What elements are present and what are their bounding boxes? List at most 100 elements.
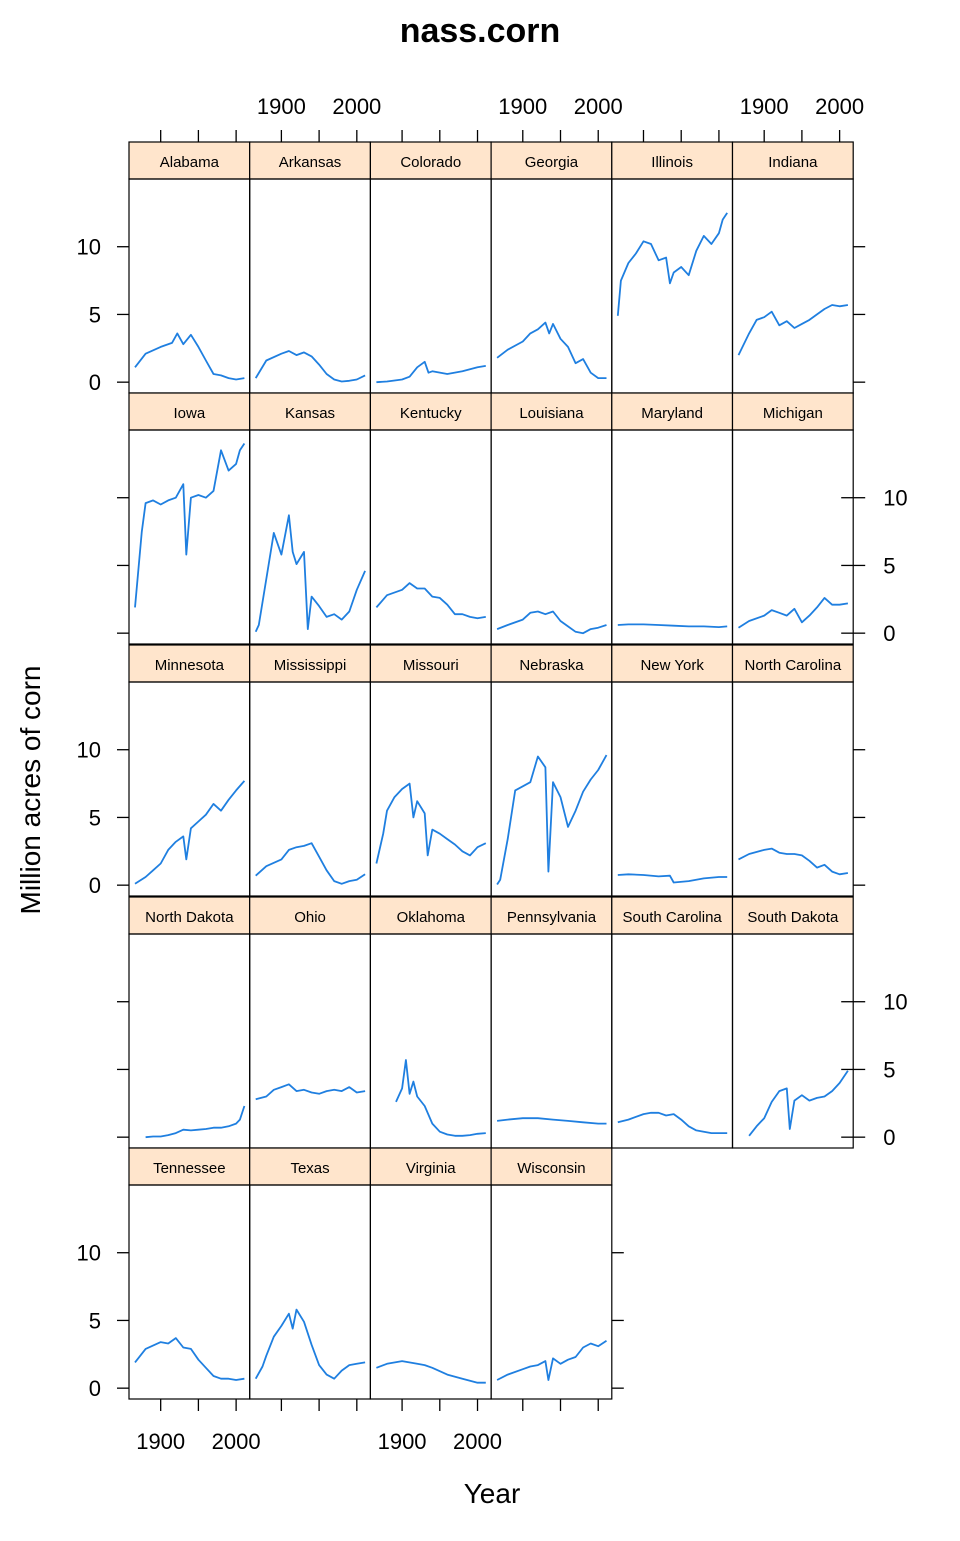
strip-label-pennsylvania: Pennsylvania [507,909,597,926]
panel-frame-kentucky [369,429,492,645]
strip-label-south-carolina: South Carolina [623,909,723,926]
strip-label-mississippi: Mississippi [274,657,347,674]
strip-label-oklahoma: Oklahoma [397,909,466,926]
strip-label-texas: Texas [290,1160,329,1177]
strip-label-ohio: Ohio [294,909,326,926]
strip-ohio [249,896,371,935]
series-line-tennessee [134,1337,245,1381]
strip-pennsylvania [490,896,613,935]
series-line-north-carolina [738,847,849,876]
panel-frame-mississippi [249,681,371,897]
panel-frame-iowa [128,429,251,645]
panel-frame-pennsylvania [490,933,613,1149]
series-line-iowa [134,443,246,608]
strip-michigan [731,392,854,431]
series-line-wisconsin [496,1340,607,1381]
panel-frame-arkansas [249,178,371,394]
panel-frame-michigan [731,429,854,645]
series-line-michigan [738,597,849,629]
panel-frame-maryland [611,429,734,645]
series-line-ohio [255,1083,366,1101]
x-tick-label-top: 2000 [574,94,623,119]
y-tick-label-left: 5 [89,805,101,830]
series-line-maryland [617,623,728,628]
series-line-texas [254,1308,366,1380]
y-tick-label-right: 5 [883,1057,895,1082]
y-tick-label-right: 10 [883,486,907,511]
strip-label-illinois: Illinois [651,154,693,171]
series-line-alabama [134,332,245,381]
series-line-indiana [737,304,849,356]
strip-mississippi [249,644,371,683]
strip-label-nebraska: Nebraska [519,657,584,674]
series-line-missouri [375,782,487,864]
strip-label-indiana: Indiana [768,154,818,171]
panel-frame-alabama [128,178,251,394]
strip-label-north-dakota: North Dakota [145,909,234,926]
series-line-nebraska [496,754,608,885]
series-line-kentucky [375,582,486,620]
strip-label-michigan: Michigan [763,405,823,422]
strip-alabama [128,141,251,180]
series-line-mississippi [255,842,366,885]
y-axis-label: Million acres of corn [15,666,46,915]
strip-south-dakota [731,896,854,935]
x-tick-label-bottom: 1900 [136,1429,185,1454]
y-tick-label-right: 10 [883,990,907,1015]
strip-label-south-dakota: South Dakota [747,909,839,926]
strip-new-york [611,644,734,683]
y-tick-label-left: 10 [77,235,101,260]
y-tick-label-left: 5 [89,1308,101,1333]
panel-frame-georgia [490,178,613,394]
y-tick-label-left: 10 [77,738,101,763]
series-line-south-carolina [617,1111,728,1134]
strip-label-georgia: Georgia [525,154,579,171]
x-tick-label-bottom: 1900 [378,1429,427,1454]
panel-frame-oklahoma [369,933,492,1149]
strip-arkansas [249,141,371,180]
y-tick-label-left: 5 [89,302,101,327]
strip-indiana [731,141,854,180]
strip-missouri [369,644,492,683]
strip-colorado [369,141,492,180]
strip-label-alabama: Alabama [160,154,220,171]
x-tick-label-top: 1900 [740,94,789,119]
series-line-minnesota [134,780,246,885]
series-line-south-dakota [748,1070,849,1137]
strip-kansas [249,392,371,431]
series-line-georgia [496,321,607,380]
panel-frame-nebraska [490,681,613,897]
panel-frame-illinois [611,178,734,394]
panel-frame-tennessee [128,1184,251,1400]
y-tick-label-left: 10 [77,1241,101,1266]
strip-label-north-carolina: North Carolina [744,657,841,674]
panel-frame-new-york [611,681,734,897]
series-line-pennsylvania [496,1117,607,1125]
strip-kentucky [369,392,492,431]
x-tick-label-top: 1900 [257,94,306,119]
panel-frame-indiana [731,178,854,394]
y-tick-label-left: 0 [89,370,101,395]
panel-frame-missouri [369,681,492,897]
x-tick-label-bottom: 2000 [453,1429,502,1454]
panel-frame-minnesota [128,681,251,897]
panel-frame-texas [249,1184,371,1400]
y-tick-label-right: 5 [883,553,895,578]
strip-label-kentucky: Kentucky [400,405,462,422]
strip-label-new-york: New York [640,657,704,674]
series-line-illinois [616,212,728,316]
x-tick-label-top: 2000 [332,94,381,119]
strip-label-arkansas: Arkansas [279,154,342,171]
series-line-arkansas [254,350,366,383]
x-tick-label-top: 1900 [498,94,547,119]
panel-frame-north-carolina [731,681,854,897]
panel-frame-ohio [249,933,371,1149]
strip-label-wisconsin: Wisconsin [517,1160,585,1177]
strip-label-iowa: Iowa [174,405,206,422]
series-line-new-york [617,873,728,884]
panel-frame-north-dakota [128,933,251,1149]
x-tick-label-bottom: 2000 [212,1429,261,1454]
panel-frame-wisconsin [490,1184,613,1400]
